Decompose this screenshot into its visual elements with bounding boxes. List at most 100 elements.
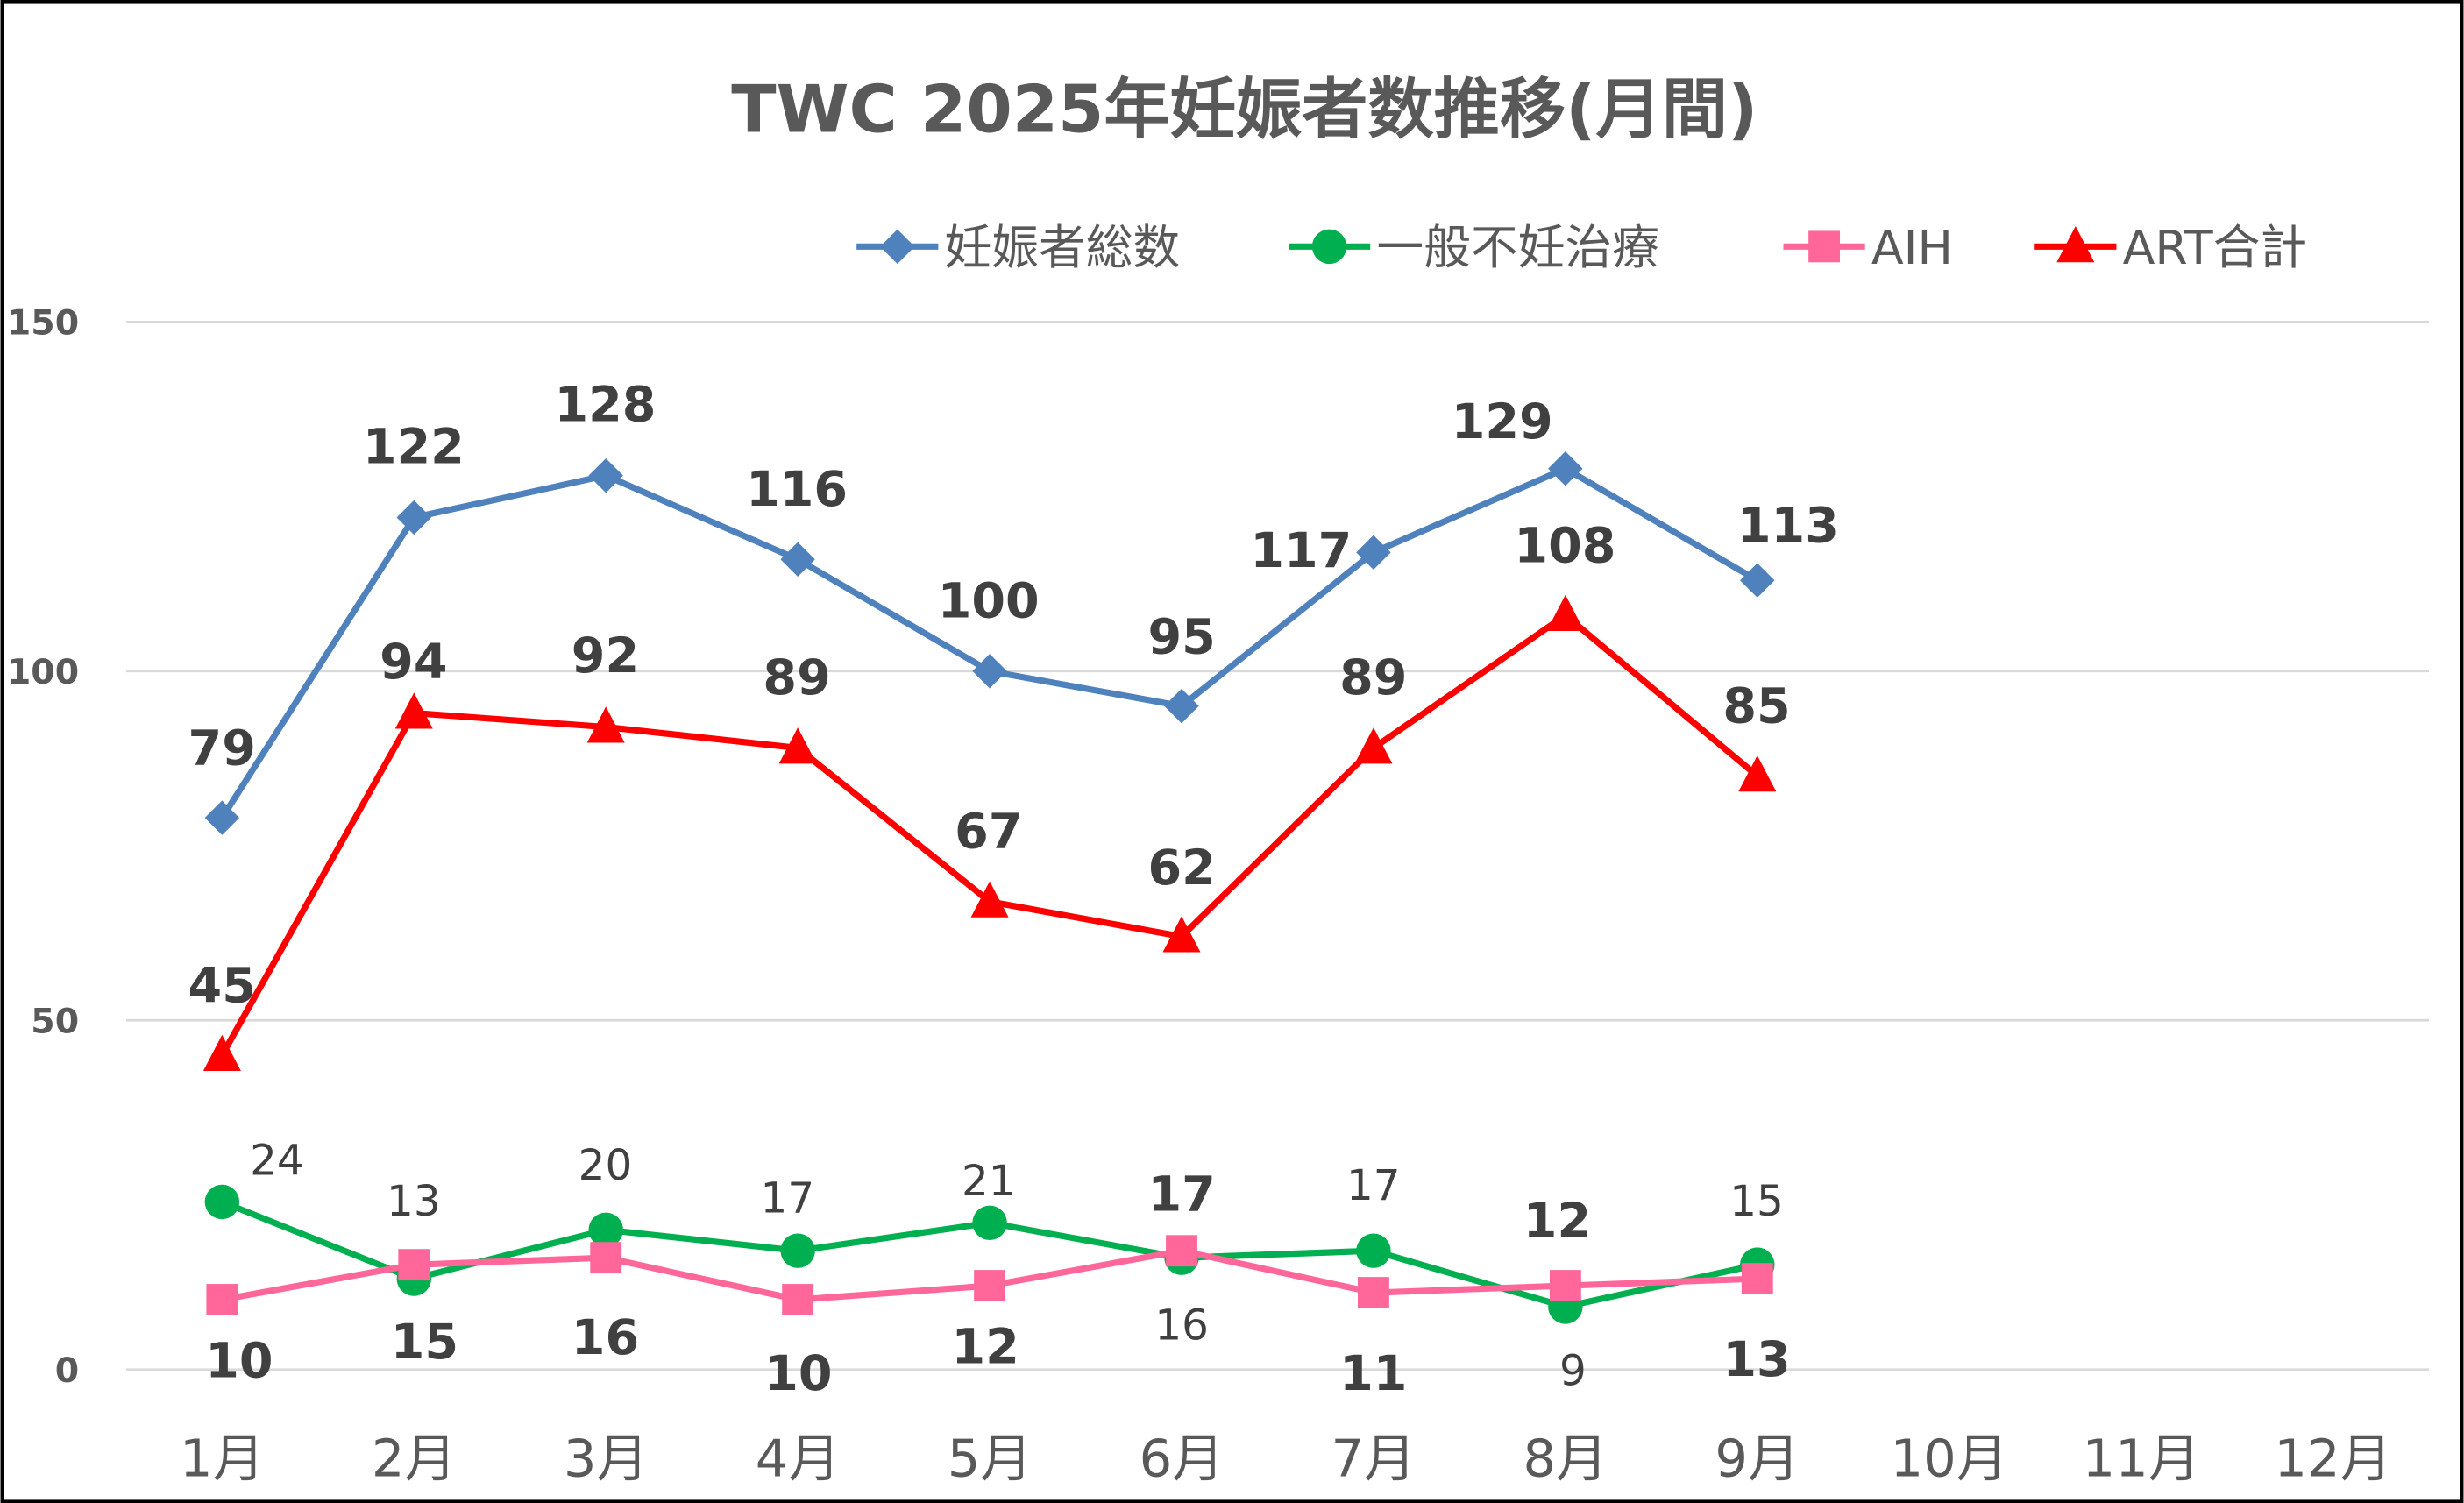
legend-label: 妊娠者総数 [945,220,1181,275]
diamond-marker [396,500,431,535]
y-tick-label: 50 [31,1002,79,1042]
legend-item: 一般不妊治療 [1289,220,1659,275]
data-label: 15 [391,1314,458,1371]
legend-label: ART合計 [2123,220,2308,275]
triangle-marker [394,692,433,729]
circle-marker [972,1205,1007,1241]
data-label: 15 [1729,1177,1784,1226]
data-label: 12 [1523,1193,1591,1250]
data-label: 9 [1559,1347,1587,1396]
data-label: 13 [387,1177,441,1226]
square-marker [206,1284,238,1315]
legend-item: AIH [1783,220,1953,275]
series-0 [204,451,1775,835]
data-label: 95 [1147,608,1215,665]
legend-item: 妊娠者総数 [856,220,1180,275]
square-marker [1549,1270,1581,1301]
legend-label: AIH [1871,220,1953,275]
diamond-marker [780,542,815,578]
gridlines [125,321,2430,1372]
data-label: 129 [1452,393,1553,450]
y-axis: 0 50 100 150 [7,303,79,1391]
x-tick-label: 4月 [756,1429,841,1489]
triangle-marker [2056,226,2095,263]
x-tick-label: 12月 [2274,1429,2391,1489]
data-label: 11 [1339,1345,1407,1402]
y-tick-label: 100 [7,652,79,692]
legend-label: 一般不妊治療 [1376,220,1659,275]
data-label: 17 [1147,1166,1215,1223]
x-tick-label: 7月 [1331,1429,1417,1489]
y-tick-label: 0 [55,1351,79,1391]
data-label: 100 [938,572,1040,629]
circle-marker [1311,229,1347,265]
x-tick-label: 2月 [372,1429,457,1489]
data-label: 117 [1250,522,1352,579]
triangle-marker [202,1034,241,1072]
data-label: 45 [188,957,256,1014]
legend: 妊娠者総数 一般不妊治療 AIH ART合計 [856,220,2307,275]
data-label: 10 [205,1333,273,1390]
square-marker [1358,1277,1389,1308]
x-tick-label: 11月 [2082,1429,2199,1489]
x-tick-label: 3月 [564,1429,649,1489]
data-label: 122 [363,419,465,476]
series-3 [202,594,1777,1072]
data-label: 21 [962,1157,1016,1206]
square-marker [974,1270,1005,1301]
data-label: 116 [746,461,848,518]
square-marker [1808,230,1841,263]
y-tick-label: 150 [7,303,79,344]
diamond-marker [1548,451,1583,486]
data-label: 17 [1346,1161,1401,1210]
triangle-marker [970,881,1009,918]
data-label: 94 [380,634,447,691]
diamond-marker [204,800,240,835]
legend-item: ART合計 [2034,220,2307,275]
circle-marker [204,1184,240,1220]
data-label: 79 [188,720,256,777]
triangle-marker [778,727,817,764]
x-axis: 1月 2月 3月 4月 5月 6月 7月 8月 9月 10月 11月 12月 [180,1429,2392,1489]
circle-marker [588,1212,623,1248]
x-tick-label: 9月 [1715,1429,1800,1489]
data-label: 108 [1514,518,1615,575]
data-label: 89 [1339,649,1407,706]
data-label: 16 [1154,1301,1209,1351]
data-label: 17 [761,1173,815,1223]
triangle-marker [1162,916,1201,953]
x-tick-label: 8月 [1523,1429,1608,1489]
data-label: 89 [763,649,830,706]
x-tick-label: 10月 [1891,1429,2008,1489]
data-label: 13 [1722,1331,1790,1388]
data-label: 92 [572,627,639,684]
square-marker [782,1284,814,1315]
data-label: 10 [764,1345,832,1402]
data-label: 113 [1737,497,1839,554]
data-label: 85 [1722,677,1790,734]
diamond-marker [1740,563,1775,598]
series-2 [206,1235,1773,1315]
data-label: 12 [951,1319,1019,1376]
data-label: 128 [554,376,656,433]
triangle-marker [1546,594,1585,631]
data-label: 24 [250,1136,304,1185]
x-tick-label: 5月 [948,1429,1033,1489]
triangle-marker [1738,755,1777,792]
triangle-marker [586,706,625,743]
chart-title: TWC 2025年妊娠者数推移(月間) [731,71,1757,148]
square-marker [1166,1235,1197,1267]
circle-marker [1356,1233,1391,1268]
x-tick-label: 1月 [180,1429,265,1489]
data-label: 62 [1147,840,1215,897]
triangle-marker [1354,727,1393,764]
square-marker [398,1249,430,1281]
x-tick-label: 6月 [1140,1429,1225,1489]
data-label: 20 [579,1141,633,1190]
diamond-marker [588,457,623,493]
diamond-marker [1356,535,1391,571]
